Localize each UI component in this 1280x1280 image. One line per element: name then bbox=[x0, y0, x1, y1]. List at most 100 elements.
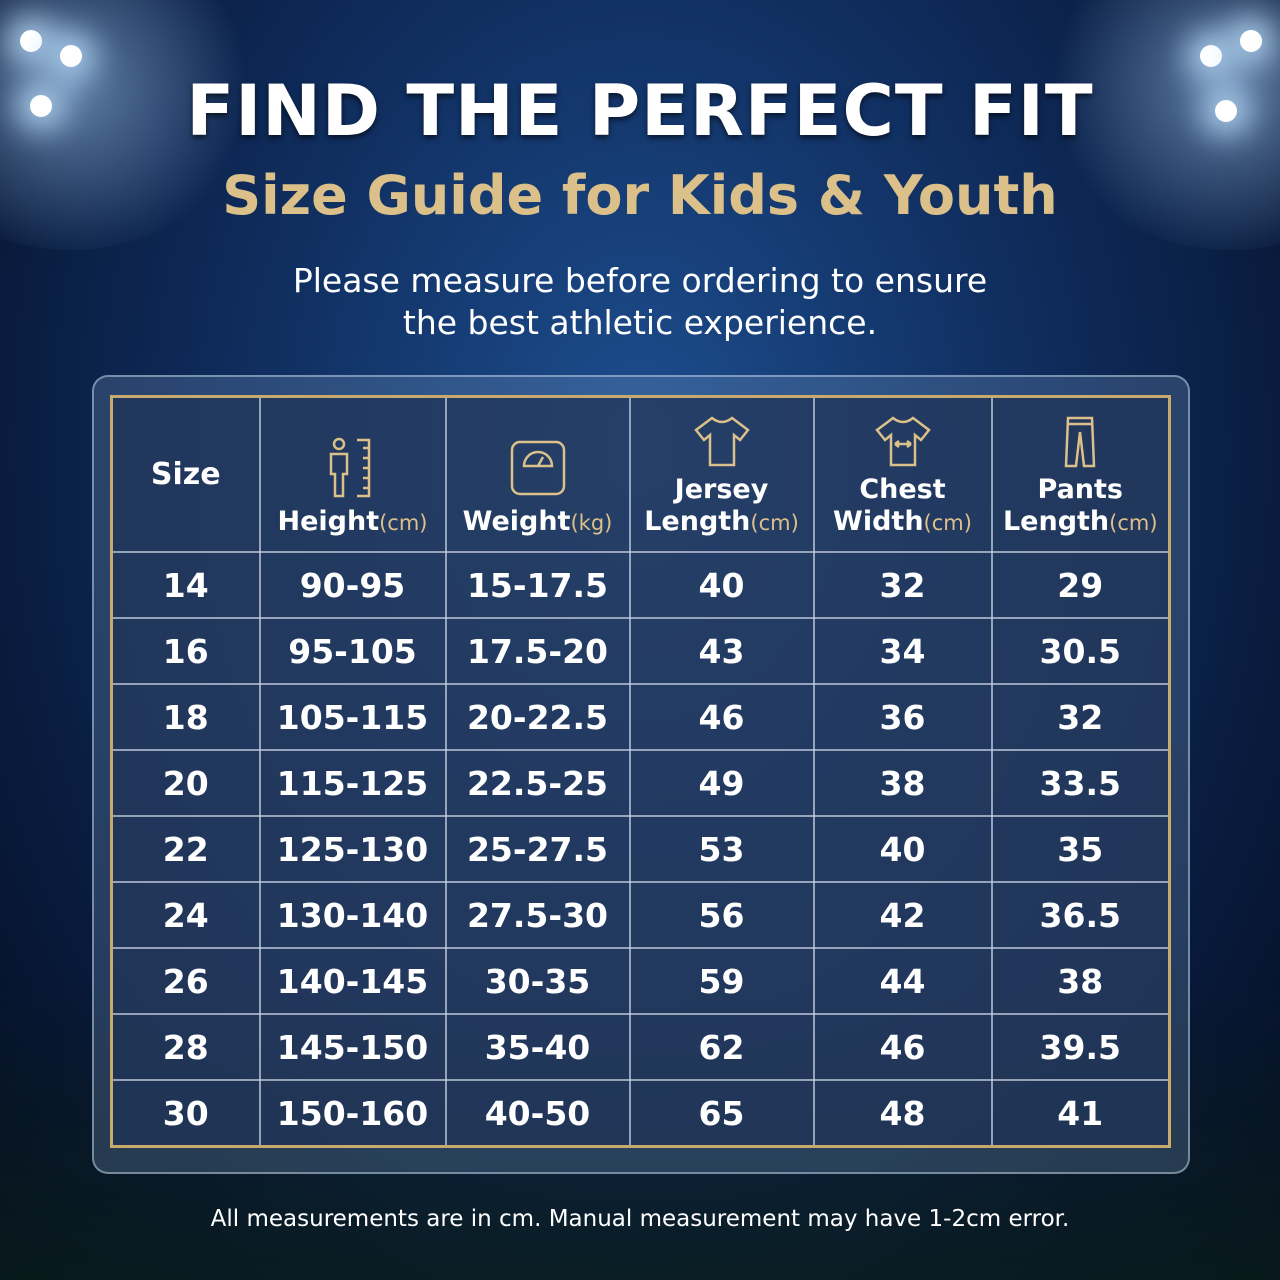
table-cell: 30.5 bbox=[990, 617, 1171, 685]
table-cell: 30-35 bbox=[444, 947, 631, 1015]
table-cell: 14 bbox=[110, 551, 261, 619]
light bbox=[1240, 30, 1262, 52]
table-cell: 20-22.5 bbox=[444, 683, 631, 751]
light bbox=[1200, 45, 1222, 67]
table-cell: 53 bbox=[628, 815, 815, 883]
icon bbox=[693, 416, 750, 467]
column-header: Pants Length(cm) bbox=[990, 395, 1171, 553]
header-label: Length(cm) bbox=[1002, 506, 1158, 537]
table-cell: 46 bbox=[628, 683, 815, 751]
table-row: 22 125-130 25-27.5 53 40 35 bbox=[110, 815, 1171, 883]
table-cell: 65 bbox=[628, 1079, 815, 1148]
table-cell: 105-115 bbox=[258, 683, 447, 751]
header-label: Jersey bbox=[674, 474, 769, 505]
column-header: Weight(kg) bbox=[444, 395, 631, 553]
table-cell: 38 bbox=[990, 947, 1171, 1015]
table-cell: 41 bbox=[990, 1079, 1171, 1148]
table-cell: 62 bbox=[628, 1013, 815, 1081]
table-cell: 35 bbox=[990, 815, 1171, 883]
table-cell: 15-17.5 bbox=[444, 551, 631, 619]
table-row: 16 95-105 17.5-20 43 34 30.5 bbox=[110, 617, 1171, 685]
table-cell: 22.5-25 bbox=[444, 749, 631, 817]
table-cell: 115-125 bbox=[258, 749, 447, 817]
intro-line: the best athletic experience. bbox=[402, 303, 878, 342]
table-cell: 17.5-20 bbox=[444, 617, 631, 685]
subtitle: Size Guide for Kids & Youth bbox=[222, 164, 1058, 227]
table-row: 26 140-145 30-35 59 44 38 bbox=[110, 947, 1171, 1015]
table-cell: 28 bbox=[110, 1013, 261, 1081]
table-cell: 32 bbox=[812, 551, 993, 619]
table-cell: 18 bbox=[110, 683, 261, 751]
title: FIND THE PERFECT FIT bbox=[186, 70, 1094, 152]
header-label: Length(cm) bbox=[644, 506, 799, 537]
table-cell: 25-27.5 bbox=[444, 815, 631, 883]
table-cell: 40 bbox=[812, 815, 993, 883]
table-cell: 42 bbox=[812, 881, 993, 949]
table-cell: 145-150 bbox=[258, 1013, 447, 1081]
icon bbox=[1064, 416, 1096, 468]
header-label: Weight(kg) bbox=[462, 506, 613, 537]
header-unit: (cm) bbox=[379, 511, 428, 535]
header-unit: (kg) bbox=[570, 511, 613, 535]
header-label: Size bbox=[150, 456, 221, 492]
table-row: 20 115-125 22.5-25 49 38 33.5 bbox=[110, 749, 1171, 817]
table-cell: 38 bbox=[812, 749, 993, 817]
table-cell: 40 bbox=[628, 551, 815, 619]
header-row: Size Height(cm) Weight(kg) Jersey Length(cm)… bbox=[110, 395, 1171, 553]
table-cell: 39.5 bbox=[990, 1013, 1171, 1081]
table-cell: 34 bbox=[812, 617, 993, 685]
header-unit: (cm) bbox=[750, 511, 799, 535]
table-cell: 32 bbox=[990, 683, 1171, 751]
table-cell: 140-145 bbox=[258, 947, 447, 1015]
table-cell: 24 bbox=[110, 881, 261, 949]
light bbox=[20, 30, 42, 52]
table-cell: 49 bbox=[628, 749, 815, 817]
table-cell: 90-95 bbox=[258, 551, 447, 619]
column-header: Chest Width(cm) bbox=[812, 395, 993, 553]
table-cell: 130-140 bbox=[258, 881, 447, 949]
table-cell: 150-160 bbox=[258, 1079, 447, 1148]
table-cell: 29 bbox=[990, 551, 1171, 619]
icon bbox=[874, 416, 931, 467]
intro: Please measure before ordering to ensure… bbox=[0, 260, 1280, 344]
table-row: 28 145-150 35-40 62 46 39.5 bbox=[110, 1013, 1171, 1081]
table-cell: 40-50 bbox=[444, 1079, 631, 1148]
table-row: 14 90-95 15-17.5 40 32 29 bbox=[110, 551, 1171, 619]
table-cell: 35-40 bbox=[444, 1013, 631, 1081]
table-cell: 27.5-30 bbox=[444, 881, 631, 949]
table-cell: 36 bbox=[812, 683, 993, 751]
light bbox=[30, 95, 52, 117]
table-cell: 43 bbox=[628, 617, 815, 685]
table-cell: 26 bbox=[110, 947, 261, 1015]
table-cell: 30 bbox=[110, 1079, 261, 1148]
table-cell: 95-105 bbox=[258, 617, 447, 685]
table-cell: 46 bbox=[812, 1013, 993, 1081]
table-cell: 33.5 bbox=[990, 749, 1171, 817]
header-unit: (cm) bbox=[923, 511, 972, 535]
table-cell: 36.5 bbox=[990, 881, 1171, 949]
size-table: Size Height(cm) Weight(kg) Jersey Length(cm)… bbox=[110, 395, 1171, 1148]
header-unit: (cm) bbox=[1109, 511, 1158, 535]
header-label: Width(cm) bbox=[833, 506, 972, 537]
table-cell: 125-130 bbox=[258, 815, 447, 883]
table-row: 30 150-160 40-50 65 48 41 bbox=[110, 1079, 1171, 1148]
table-cell: 44 bbox=[812, 947, 993, 1015]
table-cell: 20 bbox=[110, 749, 261, 817]
header-label: Pants bbox=[1037, 474, 1123, 505]
column-header: Size bbox=[110, 395, 261, 553]
table-cell: 59 bbox=[628, 947, 815, 1015]
light bbox=[1215, 100, 1237, 122]
table-cell: 48 bbox=[812, 1079, 993, 1148]
table-row: 24 130-140 27.5-30 56 42 36.5 bbox=[110, 881, 1171, 949]
light bbox=[60, 45, 82, 67]
footnote: All measurements are in cm. Manual measu… bbox=[210, 1206, 1070, 1232]
table-row: 18 105-115 20-22.5 46 36 32 bbox=[110, 683, 1171, 751]
header-label: Chest bbox=[859, 474, 946, 505]
table-cell: 56 bbox=[628, 881, 815, 949]
icon bbox=[329, 437, 370, 498]
column-header: Jersey Length(cm) bbox=[628, 395, 815, 553]
intro-line: Please measure before ordering to ensure bbox=[292, 261, 988, 300]
header-label: Height(cm) bbox=[277, 506, 428, 537]
column-header: Height(cm) bbox=[258, 395, 447, 553]
